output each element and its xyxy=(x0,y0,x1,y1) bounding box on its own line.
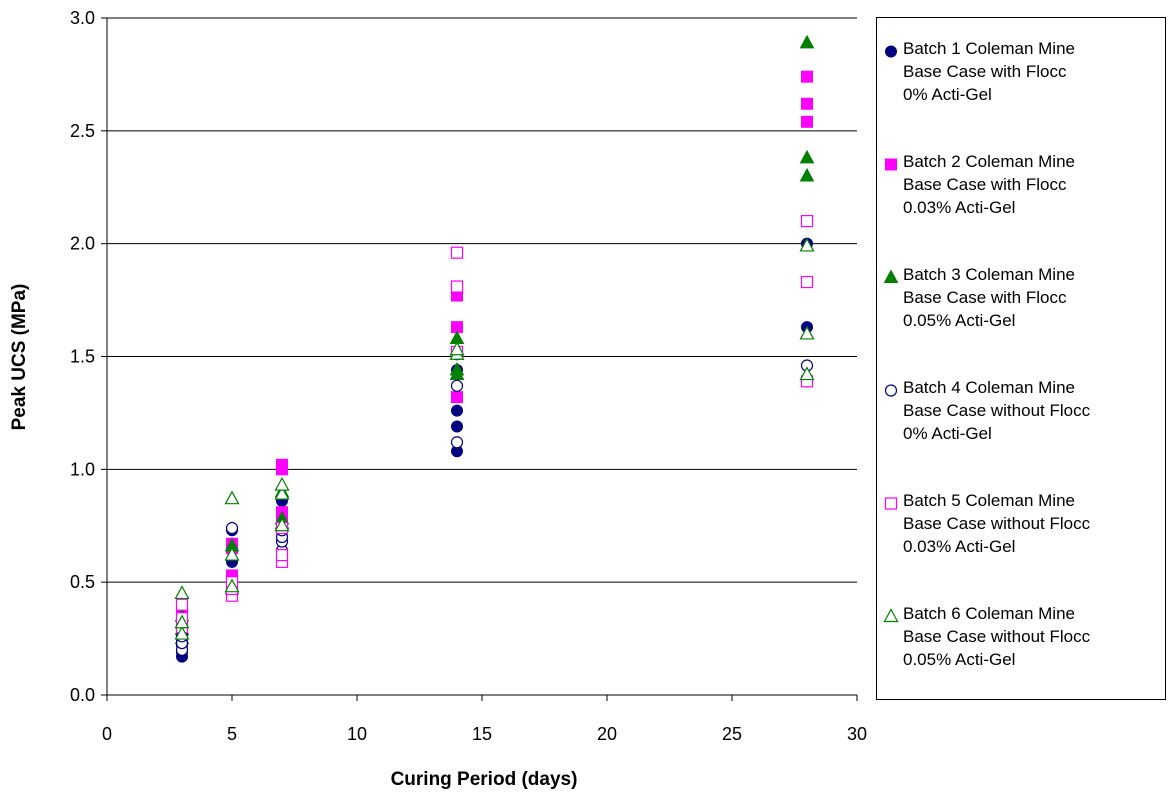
data-point-batch-3 xyxy=(449,361,465,376)
axes xyxy=(101,17,858,701)
plot-area: 0.0 0.5 1.0 1.5 2.0 2.5 3.0 0 5 10 15 20 25 30 Curing… xyxy=(9,8,867,790)
x-tick-label: 20 xyxy=(597,724,617,744)
legend-label-line: Base Case with Flocc xyxy=(903,62,1067,81)
data-point-batch-3 xyxy=(799,34,815,49)
legend: Batch 1 Coleman Mine Base Case with Flocc… xyxy=(876,17,1166,700)
y-tick-label: 0.0 xyxy=(70,685,95,705)
legend-label-line: 0.03% Acti-Gel xyxy=(903,198,1016,217)
data-point-batch-6 xyxy=(274,485,290,500)
x-tick-label: 30 xyxy=(847,724,867,744)
data-point-batch-6 xyxy=(174,585,190,600)
legend-label-line: Batch 2 Coleman Mine xyxy=(903,152,1075,171)
legend-marker xyxy=(883,269,899,283)
data-point-batch-2 xyxy=(801,115,813,128)
data-point-batch-2 xyxy=(451,391,463,404)
gridlines xyxy=(107,17,857,583)
tick-labels: 0.0 0.5 1.0 1.5 2.0 2.5 3.0 0 5 10 15 20 25 30 xyxy=(70,8,867,744)
y-axis-label: Peak UCS (MPa) xyxy=(9,284,30,431)
x-tick-label: 10 xyxy=(347,724,367,744)
legend-marker-shape xyxy=(884,497,898,510)
legend-label-line: 0% Acti-Gel xyxy=(903,85,992,104)
data-point-batch-6 xyxy=(174,625,190,640)
data-point-batch-5 xyxy=(800,215,814,228)
legend-label-line: Base Case without Flocc xyxy=(903,401,1091,420)
legend-label-line: Batch 6 Coleman Mine xyxy=(903,604,1075,623)
data-point-batch-3 xyxy=(799,167,815,182)
y-tick-label: 1.0 xyxy=(70,459,95,479)
data-point-batch-5 xyxy=(275,548,289,562)
y-tick-label: 3.0 xyxy=(70,8,95,28)
legend-marker-shape xyxy=(885,158,897,171)
data-point-batch-5 xyxy=(175,598,189,611)
legend-marker-shape xyxy=(883,269,899,283)
legend-label-line: 0.05% Acti-Gel xyxy=(903,311,1016,330)
x-tick-label: 0 xyxy=(102,724,112,744)
data-point-batch-4 xyxy=(225,521,239,535)
legend-marker xyxy=(885,158,897,171)
x-tick-label: 5 xyxy=(227,724,237,744)
data-point-batch-6 xyxy=(799,237,815,252)
data-point-batch-4 xyxy=(450,379,464,392)
data-point-batch-6 xyxy=(174,614,190,629)
data-point-batch-6 xyxy=(274,476,290,491)
legend-label-line: Batch 3 Coleman Mine xyxy=(903,265,1075,284)
legend-label-line: Base Case without Flocc xyxy=(903,514,1091,533)
legend-label-line: Base Case with Flocc xyxy=(903,288,1067,307)
legend-marker xyxy=(885,45,897,58)
legend-label-line: Base Case without Flocc xyxy=(903,627,1091,646)
data-point-batch-5 xyxy=(450,246,464,259)
data-points xyxy=(174,34,815,663)
y-tick-label: 1.5 xyxy=(70,347,95,367)
legend-entry-batch-4: Batch 4 Coleman Mine Base Case without Fl… xyxy=(883,378,1163,468)
data-point-batch-1 xyxy=(451,404,463,417)
legend-label-line: 0% Acti-Gel xyxy=(903,424,992,443)
data-point-batch-6 xyxy=(799,366,815,381)
data-point-batch-6 xyxy=(274,517,290,532)
legend-marker xyxy=(883,608,899,623)
legend-entry-batch-5: Batch 5 Coleman Mine Base Case without Fl… xyxy=(883,491,1163,581)
legend-label-line: Batch 4 Coleman Mine xyxy=(903,378,1075,397)
data-point-batch-6 xyxy=(224,490,240,505)
x-tick-label: 25 xyxy=(722,724,742,744)
data-point-batch-3 xyxy=(799,149,815,164)
legend-marker-shape xyxy=(885,45,897,58)
data-point-batch-1 xyxy=(451,420,463,433)
data-point-batch-4 xyxy=(450,436,464,449)
data-point-batch-6 xyxy=(799,325,815,340)
data-point-batch-2 xyxy=(801,97,813,110)
data-point-batch-6 xyxy=(224,546,240,561)
data-point-batch-2 xyxy=(801,70,813,83)
data-point-batch-5 xyxy=(450,280,464,293)
legend-label-line: 0.03% Acti-Gel xyxy=(903,537,1016,556)
legend-marker-shape xyxy=(883,608,899,623)
legend-marker-shape xyxy=(884,384,898,397)
data-point-batch-6 xyxy=(224,578,240,593)
legend-label-line: Batch 5 Coleman Mine xyxy=(903,491,1075,510)
legend-label-line: 0.05% Acti-Gel xyxy=(903,650,1016,669)
legend-entry-batch-6: Batch 6 Coleman Mine Base Case without Fl… xyxy=(883,604,1163,694)
legend-label-line: Base Case with Flocc xyxy=(903,175,1067,194)
data-point-batch-6 xyxy=(449,341,465,356)
data-point-batch-2 xyxy=(276,458,288,471)
legend-label-line: Batch 1 Coleman Mine xyxy=(903,39,1075,58)
legend-entry-batch-3: Batch 3 Coleman Mine Base Case with Flocc… xyxy=(883,265,1163,355)
y-tick-label: 2.5 xyxy=(70,121,95,141)
x-axis-label: Curing Period (days) xyxy=(391,769,578,790)
legend-marker xyxy=(884,384,898,397)
y-tick-label: 0.5 xyxy=(70,572,95,592)
legend-marker xyxy=(884,497,898,510)
y-tick-label: 2.0 xyxy=(70,234,95,254)
legend-entry-batch-2: Batch 2 Coleman Mine Base Case with Flocc… xyxy=(883,152,1163,242)
x-tick-label: 15 xyxy=(472,724,492,744)
legend-entry-batch-1: Batch 1 Coleman Mine Base Case with Flocc… xyxy=(883,39,1163,129)
data-point-batch-5 xyxy=(800,275,814,289)
